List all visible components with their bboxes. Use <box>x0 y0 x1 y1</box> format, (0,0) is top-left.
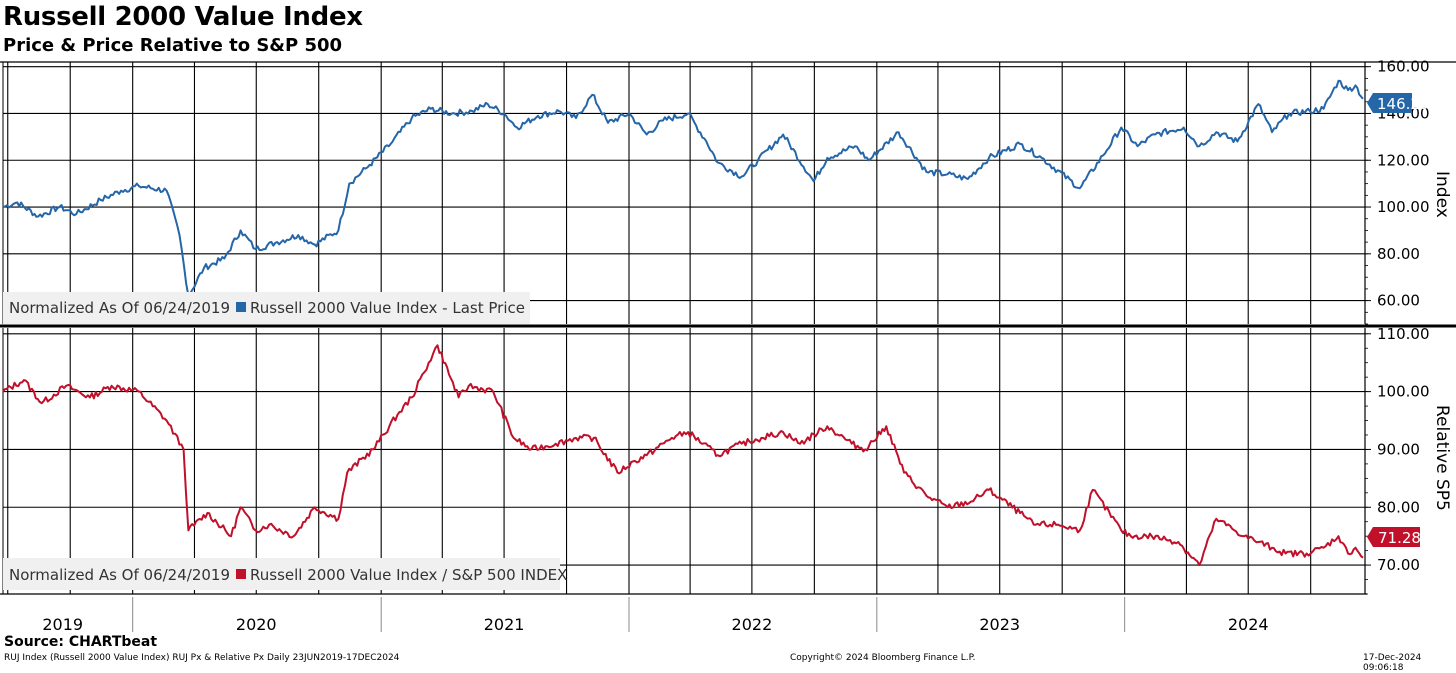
footer-timestamp: 17-Dec-2024 09:06:18 <box>1363 653 1456 673</box>
top-ytick-label-2: 100.00 <box>1377 198 1430 216</box>
top-legend: Normalized As Of 06/24/2019 Russell 2000… <box>3 292 530 324</box>
bottom-legend-label: Russell 2000 Value Index / S&P 500 INDEX <box>250 566 567 584</box>
bottom-last-value: 71.28 <box>1378 529 1421 547</box>
top-legend-prefix: Normalized As Of 06/24/2019 <box>9 299 230 317</box>
source-note: Source: CHARTbeat <box>4 634 157 650</box>
bottom-ytick-label-1: 80.00 <box>1377 498 1420 516</box>
top-last-value-tag: 146.29 <box>1367 93 1430 113</box>
top-ytick-label-3: 120.00 <box>1377 151 1430 169</box>
x-tick-label-2021: 2021 <box>484 615 525 634</box>
bottom-ytick-label-2: 90.00 <box>1377 440 1420 458</box>
x-axis: 2019 2020 2021 2022 2023 2024 <box>0 62 1456 634</box>
x-tick-label-2019: 2019 <box>42 615 83 634</box>
footer-description: RUJ Index (Russell 2000 Value Index) RUJ… <box>4 653 399 663</box>
top-legend-label: Russell 2000 Value Index - Last Price <box>250 299 525 317</box>
top-last-value: 146.29 <box>1377 95 1430 113</box>
bottom-legend: Normalized As Of 06/24/2019 Russell 2000… <box>3 558 567 590</box>
x-tick-label-2023: 2023 <box>979 615 1020 634</box>
footer-copyright: Copyright© 2024 Bloomberg Finance L.P. <box>790 653 975 663</box>
top-ytick-label-0: 60.00 <box>1377 292 1420 310</box>
bottom-ytick-label-0: 70.00 <box>1377 556 1420 574</box>
top-legend-swatch <box>236 302 246 312</box>
bottom-y-axis-title: Relative SP5 <box>1432 405 1452 511</box>
bottom-last-value-tag: 71.28 <box>1367 527 1421 547</box>
bottom-series-line <box>3 345 1363 565</box>
top-y-axis-title: Index <box>1432 171 1452 218</box>
x-tick-label-2022: 2022 <box>732 615 773 634</box>
bottom-panel-series <box>3 345 1363 565</box>
top-ytick-label-5: 160.00 <box>1377 58 1430 76</box>
bottom-panel-grid <box>3 328 1365 594</box>
x-tick-label-2024: 2024 <box>1228 615 1269 634</box>
bottom-legend-prefix: Normalized As Of 06/24/2019 <box>9 566 230 584</box>
bottom-legend-swatch <box>236 569 246 579</box>
x-tick-label-2020: 2020 <box>236 615 277 634</box>
top-ytick-label-1: 80.00 <box>1377 245 1420 263</box>
bottom-ytick-label-3: 100.00 <box>1377 383 1430 401</box>
top-panel-grid <box>3 62 1365 324</box>
